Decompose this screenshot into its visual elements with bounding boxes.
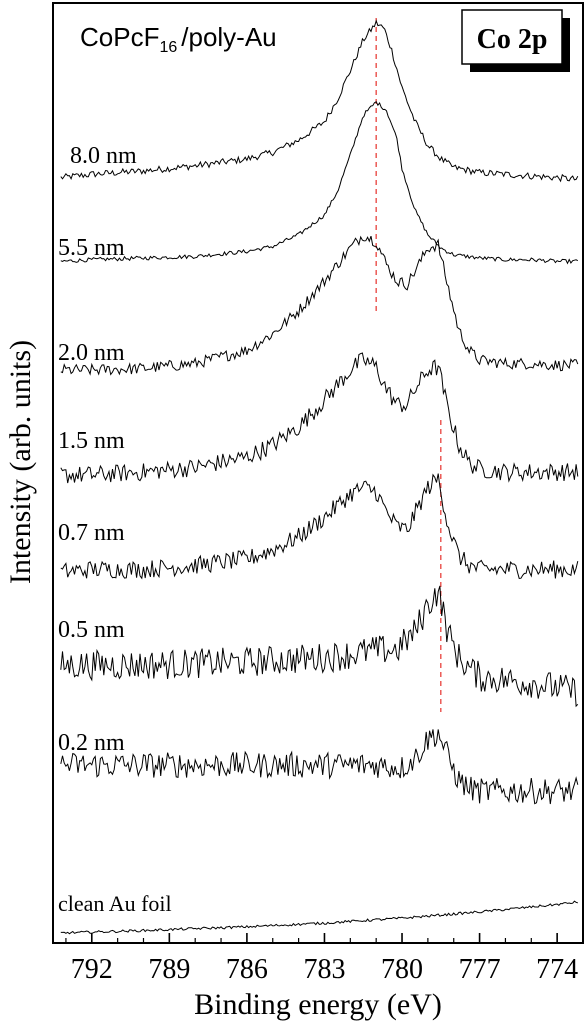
series-label-5-5-nm: 5.5 nm (58, 235, 125, 261)
chart-title-main: CoPcF (80, 22, 159, 52)
x-axis-tick-labels: 792 789 786 783 780 777 774 (71, 954, 578, 985)
x-tick-label: 774 (536, 954, 578, 985)
series-line-2-0-nm (60, 235, 579, 376)
y-axis-label: Intensity (arb. units) (4, 340, 37, 584)
spectra (60, 19, 579, 935)
x-tick-label: 792 (71, 954, 113, 985)
series-line-5-5-nm (60, 100, 579, 265)
x-tick-label: 780 (381, 954, 423, 985)
series-label-0-5-nm: 0.5 nm (58, 617, 125, 643)
series-label-0-7-nm: 0.7 nm (58, 520, 125, 546)
badge-label: Co 2p (477, 24, 548, 55)
series-line-0-5-nm (60, 585, 579, 708)
series-label-8-0-nm: 8.0 nm (70, 143, 137, 169)
chart-title-rest: /poly-Au (181, 22, 276, 52)
series-line-8-0-nm (60, 19, 579, 183)
x-tick-label: 783 (303, 954, 345, 985)
x-tick-label: 789 (148, 954, 190, 985)
x-axis-label: Binding energy (eV) (194, 988, 442, 1021)
series-line-0-7-nm (60, 473, 579, 580)
series-label-1-5-nm: 1.5 nm (58, 428, 125, 454)
chart-title: CoPcF16/poly-Au (80, 22, 277, 56)
x-tick-label: 777 (459, 954, 501, 985)
series-label-2-0-nm: 2.0 nm (58, 340, 125, 366)
x-tick-label: 786 (226, 954, 268, 985)
x-axis-ticks (65, 933, 584, 943)
series-line-1-5-nm (60, 352, 579, 484)
series-label-clean-au-foil: clean Au foil (58, 891, 172, 916)
series-line-clean-au-foil (60, 900, 578, 935)
reference-lines (375, 18, 442, 712)
chart-title-sub: 16 (159, 39, 177, 56)
badge-box (461, 9, 563, 65)
plot-frame (52, 2, 584, 944)
series-labels: 8.0 nm 5.5 nm 2.0 nm 1.5 nm 0.7 nm 0.5 nm 0.2 … (58, 143, 172, 916)
series-line-0-2-nm (60, 729, 579, 805)
series-label-0-2-nm: 0.2 nm (58, 730, 125, 756)
